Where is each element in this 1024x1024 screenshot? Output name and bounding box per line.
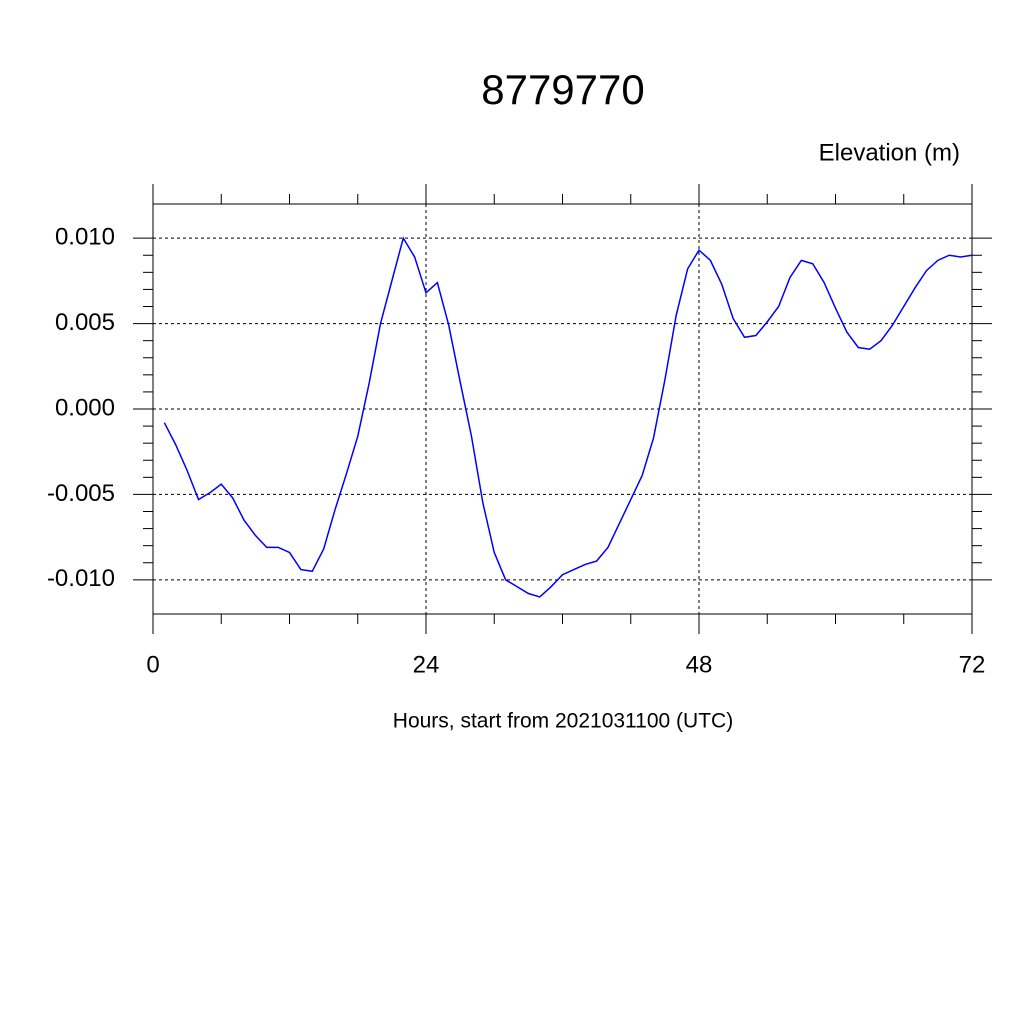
y-tick-label: -0.010 xyxy=(47,565,115,592)
x-tick-label: 24 xyxy=(413,651,440,678)
chart-subtitle: Elevation (m) xyxy=(819,139,960,166)
y-tick-label: 0.000 xyxy=(55,394,115,421)
chart-title: 8779770 xyxy=(481,66,645,113)
x-axis-label: Hours, start from 2021031100 (UTC) xyxy=(393,710,733,733)
x-tick-label: 72 xyxy=(959,651,986,678)
y-tick-label: 0.005 xyxy=(55,309,115,336)
x-tick-label: 48 xyxy=(686,651,713,678)
y-tick-label: 0.010 xyxy=(55,224,115,251)
y-tick-label: -0.005 xyxy=(47,480,115,507)
plot-frame xyxy=(152,203,973,615)
data-line xyxy=(163,236,973,598)
x-tick-label: 0 xyxy=(146,651,159,678)
